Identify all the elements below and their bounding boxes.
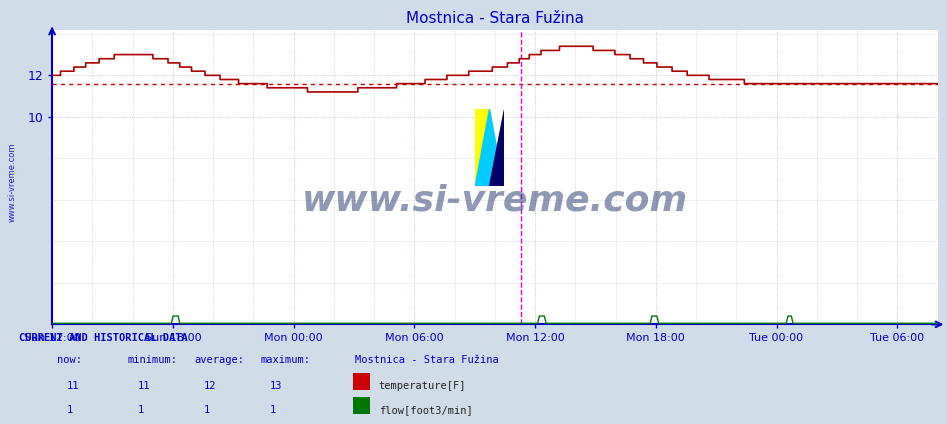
- Text: www.si-vreme.com: www.si-vreme.com: [8, 142, 17, 222]
- Text: 11: 11: [137, 381, 150, 391]
- Text: 1: 1: [270, 405, 277, 416]
- Polygon shape: [475, 109, 490, 186]
- Text: 13: 13: [270, 381, 282, 391]
- Text: average:: average:: [194, 354, 244, 365]
- Text: 1: 1: [137, 405, 144, 416]
- Text: www.si-vreme.com: www.si-vreme.com: [302, 184, 688, 218]
- Text: 1: 1: [66, 405, 73, 416]
- Text: 11: 11: [66, 381, 79, 391]
- Text: 12: 12: [204, 381, 216, 391]
- Text: maximum:: maximum:: [260, 354, 311, 365]
- Text: CURRENT AND HISTORICAL DATA: CURRENT AND HISTORICAL DATA: [19, 333, 188, 343]
- Polygon shape: [475, 109, 504, 186]
- Text: minimum:: minimum:: [128, 354, 178, 365]
- Polygon shape: [490, 109, 504, 186]
- Text: 1: 1: [204, 405, 210, 416]
- Text: now:: now:: [57, 354, 81, 365]
- Title: Mostnica - Stara Fužina: Mostnica - Stara Fužina: [406, 11, 583, 26]
- Text: flow[foot3/min]: flow[foot3/min]: [379, 405, 473, 416]
- Text: temperature[F]: temperature[F]: [379, 381, 466, 391]
- Text: Mostnica - Stara Fužina: Mostnica - Stara Fužina: [355, 354, 499, 365]
